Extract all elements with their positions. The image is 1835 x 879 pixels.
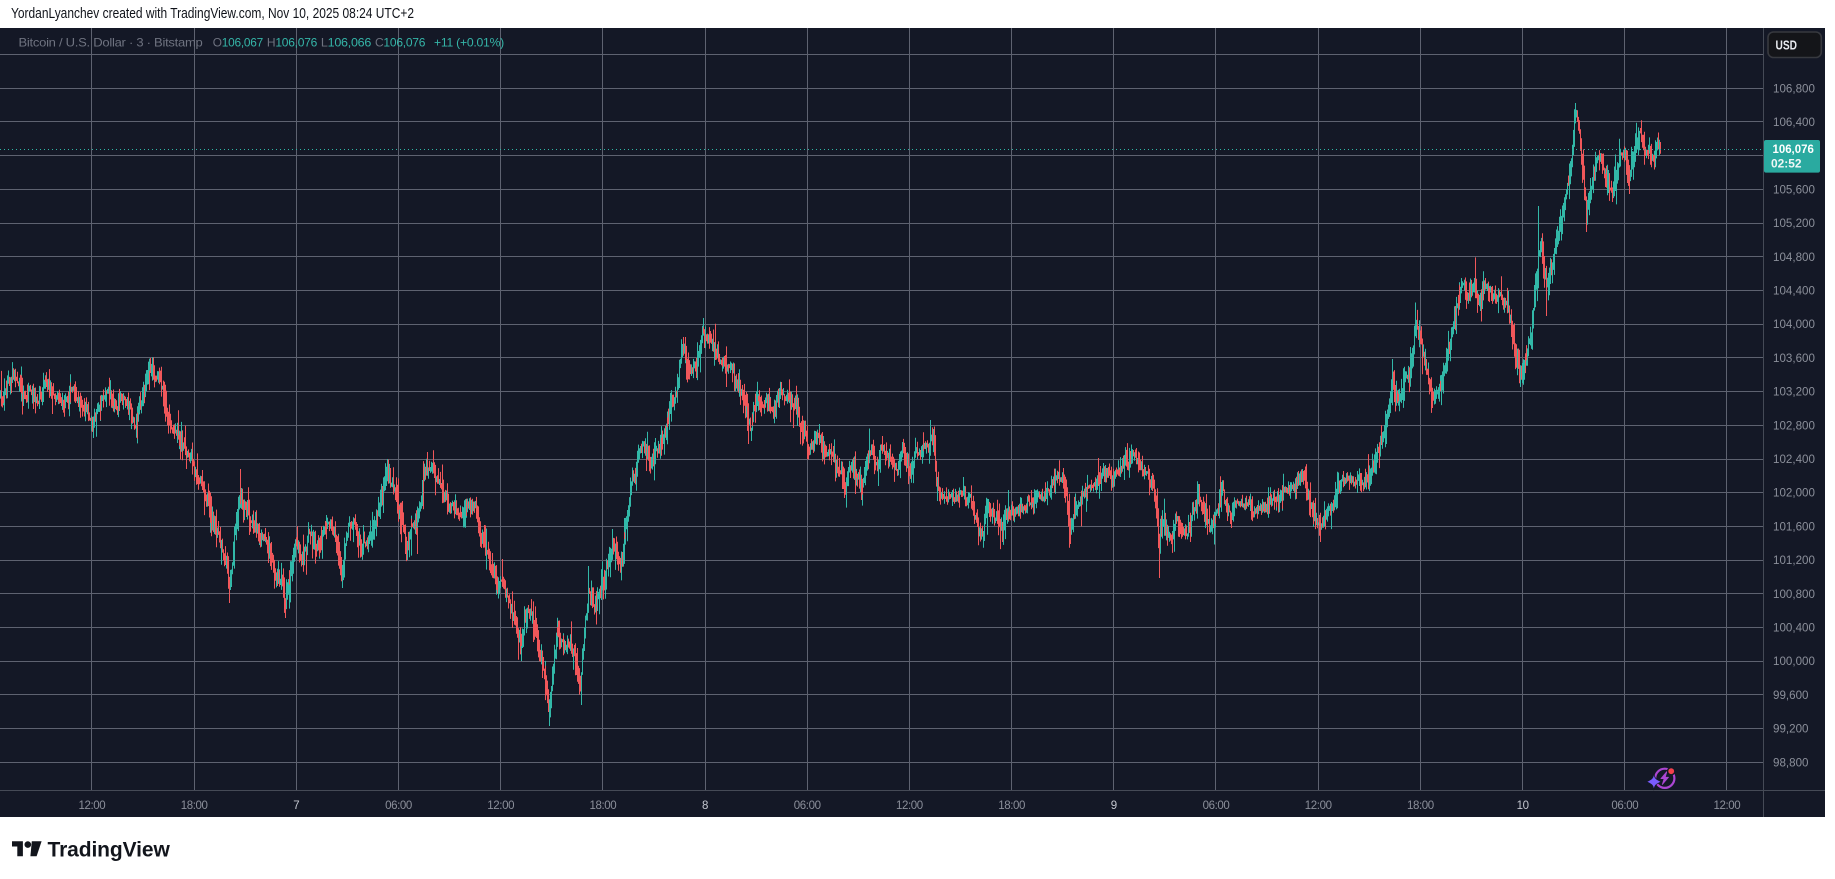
svg-text:100,800: 100,800	[1773, 588, 1815, 601]
svg-text:C106,076: C106,076	[375, 36, 426, 50]
svg-text:9: 9	[1111, 800, 1117, 812]
svg-text:12:00: 12:00	[896, 800, 923, 812]
svg-text:12:00: 12:00	[1305, 800, 1332, 812]
svg-text:12:00: 12:00	[1714, 800, 1741, 812]
svg-text:102,400: 102,400	[1773, 453, 1815, 466]
svg-text:99,600: 99,600	[1773, 689, 1808, 702]
svg-text:+11 (+0.01%): +11 (+0.01%)	[434, 36, 504, 50]
svg-text:98,800: 98,800	[1773, 756, 1808, 769]
svg-text:H106,076: H106,076	[267, 36, 318, 50]
svg-text:06:00: 06:00	[385, 800, 412, 812]
svg-text:USD: USD	[1776, 37, 1798, 52]
svg-text:Bitcoin / U.S. Dollar · 3 · Bi: Bitcoin / U.S. Dollar · 3 · Bitstamp	[19, 36, 204, 50]
svg-text:12:00: 12:00	[79, 800, 106, 812]
svg-text:06:00: 06:00	[1611, 800, 1638, 812]
svg-text:TradingView: TradingView	[48, 838, 171, 861]
svg-text:10: 10	[1517, 800, 1529, 812]
svg-text:101,200: 101,200	[1773, 554, 1815, 567]
svg-text:18:00: 18:00	[998, 800, 1025, 812]
svg-text:8: 8	[702, 800, 708, 812]
svg-text:104,000: 104,000	[1773, 318, 1815, 331]
svg-text:100,000: 100,000	[1773, 655, 1815, 668]
svg-text:18:00: 18:00	[1407, 800, 1434, 812]
svg-text:106,400: 106,400	[1773, 116, 1815, 129]
svg-text:06:00: 06:00	[794, 800, 821, 812]
svg-text:O106,067: O106,067	[213, 36, 264, 50]
svg-text:02:52: 02:52	[1771, 156, 1802, 170]
svg-text:18:00: 18:00	[590, 800, 617, 812]
svg-text:106,800: 106,800	[1773, 82, 1815, 95]
svg-text:100,400: 100,400	[1773, 622, 1815, 635]
svg-text:101,600: 101,600	[1773, 520, 1815, 533]
svg-text:102,000: 102,000	[1773, 487, 1815, 500]
svg-text:104,800: 104,800	[1773, 251, 1815, 264]
svg-text:7: 7	[293, 800, 299, 812]
svg-text:12:00: 12:00	[487, 800, 514, 812]
svg-text:06:00: 06:00	[1203, 800, 1230, 812]
svg-text:103,200: 103,200	[1773, 386, 1815, 399]
svg-text:18:00: 18:00	[181, 800, 208, 812]
svg-text:105,200: 105,200	[1773, 217, 1815, 230]
svg-text:102,800: 102,800	[1773, 419, 1815, 432]
svg-text:104,400: 104,400	[1773, 285, 1815, 298]
svg-text:105,600: 105,600	[1773, 183, 1815, 196]
svg-text:103,600: 103,600	[1773, 352, 1815, 365]
svg-text:106,076: 106,076	[1773, 142, 1814, 156]
svg-text:L106,066: L106,066	[321, 36, 372, 50]
svg-text:99,200: 99,200	[1773, 723, 1808, 736]
